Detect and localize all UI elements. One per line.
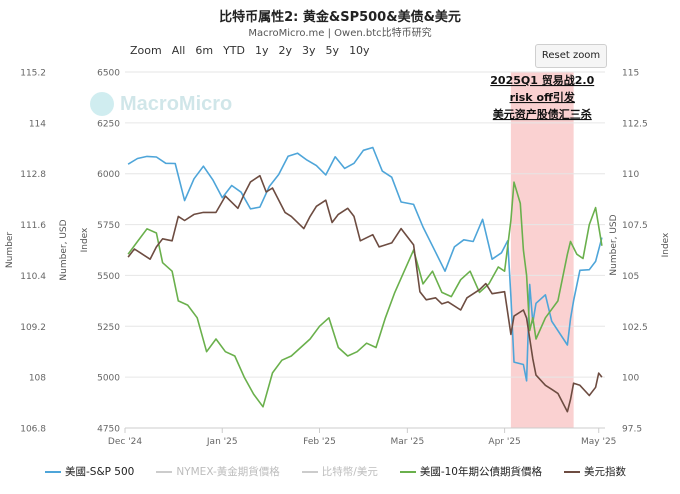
legend-item-dxy[interactable]: 美元指数 bbox=[563, 464, 626, 479]
legend-label-sp500: 美國-S&P 500 bbox=[65, 466, 135, 478]
x-tick-label: Dec '24 bbox=[108, 437, 142, 447]
left-inner-tick-label: 5000 bbox=[97, 374, 120, 384]
x-tick-label: Jan '25 bbox=[206, 437, 238, 447]
right-tick-label: 112.5 bbox=[622, 119, 648, 129]
range-button-3y[interactable]: 3y bbox=[302, 44, 316, 57]
left-outer-tick-label: 109.2 bbox=[20, 323, 46, 333]
left-outer-tick-label: 114 bbox=[29, 119, 46, 129]
right-tick-label: 105 bbox=[622, 272, 639, 282]
series-line-2 bbox=[127, 174, 603, 413]
right-tick-label: 97.5 bbox=[622, 425, 642, 435]
chart-title: 比特币属性2: 黄金&SP500&美债&美元 bbox=[219, 10, 461, 25]
range-selector: Zoom All 6m YTD 1y 2y 3y 5y 10y bbox=[130, 44, 380, 57]
watermark: MacroMicro bbox=[90, 92, 232, 116]
legend-swatch-dxy bbox=[563, 470, 580, 473]
right-outer-axis-title: Index bbox=[661, 232, 671, 257]
left-outer-axis-title: Number bbox=[5, 232, 15, 268]
range-button-1y[interactable]: 1y bbox=[255, 44, 269, 57]
legend-label-btc: 比特幣/美元 bbox=[321, 466, 378, 478]
range-button-2y[interactable]: 2y bbox=[278, 44, 293, 57]
highlight-band bbox=[510, 72, 574, 428]
x-tick-label: May '25 bbox=[581, 437, 616, 447]
left-outer-tick-label: 108 bbox=[29, 374, 46, 384]
chart-subtitle: MacroMicro.me | Owen.btc比特币研究 bbox=[248, 28, 432, 39]
x-tick-label: Apr '25 bbox=[488, 437, 520, 447]
x-tick-label: Mar '25 bbox=[390, 437, 424, 447]
left-inner-tick-label: 6500 bbox=[97, 69, 120, 79]
legend-swatch-gold bbox=[156, 470, 173, 473]
left-outer-tick-label: 110.4 bbox=[20, 272, 46, 282]
x-tick-label: Feb '25 bbox=[303, 437, 336, 447]
left-inner-tick-label: 6250 bbox=[97, 119, 120, 129]
left-index-axis-title: Index bbox=[80, 227, 90, 252]
macromicro-logo-icon bbox=[90, 92, 114, 116]
legend-label-gold: NYMEX-黃金期貨價格 bbox=[176, 466, 280, 478]
watermark-text: MacroMicro bbox=[120, 92, 233, 115]
legend-label-us10y: 美國-10年期公債期貨價格 bbox=[419, 466, 542, 478]
legend-item-gold[interactable]: NYMEX-黃金期貨價格 bbox=[156, 464, 280, 479]
left-outer-tick-label: 115.2 bbox=[20, 69, 46, 79]
legend-swatch-us10y bbox=[399, 470, 416, 473]
right-inner-axis-title: Number, USD bbox=[609, 214, 619, 275]
range-zoom-label: Zoom bbox=[130, 44, 162, 57]
range-button-5y[interactable]: 5y bbox=[325, 44, 340, 57]
legend-item-sp500[interactable]: 美國-S&P 500 bbox=[45, 464, 134, 479]
right-tick-label: 110 bbox=[622, 170, 639, 180]
range-button-ytd[interactable]: YTD bbox=[223, 44, 245, 57]
range-button-all[interactable]: All bbox=[171, 44, 186, 57]
left-inner-tick-label: 6000 bbox=[97, 170, 120, 180]
left-inner-tick-label: 5500 bbox=[97, 272, 120, 282]
legend-label-dxy: 美元指数 bbox=[583, 466, 626, 478]
series-line-1 bbox=[127, 181, 603, 408]
left-inner-axis-title: Number, USD bbox=[59, 219, 69, 280]
chart-canvas[interactable]: 115.2 6500 115 114 6250 112.5 112.8 6000 110 111.… bbox=[0, 0, 680, 460]
left-inner-tick-label: 5250 bbox=[97, 323, 120, 333]
left-outer-tick-label: 111.6 bbox=[20, 221, 46, 231]
annotation-line: 2025Q1 贸易战2.0 bbox=[490, 73, 594, 87]
legend-swatch-btc bbox=[301, 470, 318, 473]
legend-item-btc[interactable]: 比特幣/美元 bbox=[301, 464, 378, 479]
right-tick-label: 107.5 bbox=[622, 221, 648, 231]
left-outer-tick-label: 112.8 bbox=[20, 170, 46, 180]
reset-zoom-button[interactable]: Reset zoom bbox=[535, 44, 607, 68]
annotation-line: risk off引发 bbox=[510, 90, 576, 104]
right-tick-label: 100 bbox=[622, 374, 639, 384]
left-outer-tick-label: 106.8 bbox=[20, 425, 46, 435]
annotation-line: 美元资产股债汇三杀 bbox=[493, 107, 592, 121]
range-button-6m[interactable]: 6m bbox=[195, 44, 214, 57]
left-inner-tick-label: 5750 bbox=[97, 221, 120, 231]
range-button-10y[interactable]: 10y bbox=[349, 44, 370, 57]
left-inner-tick-label: 4750 bbox=[97, 425, 120, 435]
legend: 美國-S&P 500 NYMEX-黃金期貨價格 比特幣/美元 美國-10年期公債… bbox=[45, 464, 648, 479]
legend-item-us10y[interactable]: 美國-10年期公債期貨價格 bbox=[399, 464, 542, 479]
legend-swatch-sp500 bbox=[45, 470, 61, 473]
right-tick-label: 102.5 bbox=[622, 323, 648, 333]
series-line-0 bbox=[127, 146, 603, 382]
right-tick-label: 115 bbox=[622, 69, 639, 79]
